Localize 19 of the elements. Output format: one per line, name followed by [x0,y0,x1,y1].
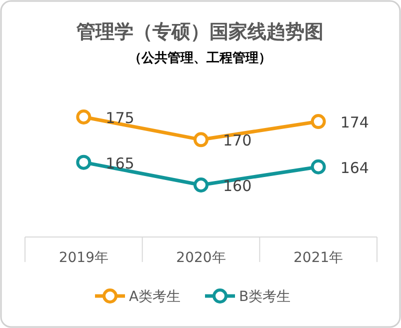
data-label: 160 [223,177,252,195]
point [76,110,92,124]
point [310,114,326,130]
legend-label: A类考生 [129,289,181,305]
x-tick-label: 2020年 [176,250,226,266]
chart-title: 管理学（专硕）国家线趋势图 [76,21,324,43]
data-label: 164 [340,158,369,177]
data-label: 170 [223,132,252,150]
point [194,178,208,192]
legend-label: B类考生 [239,289,291,305]
data-label: 174 [340,114,369,132]
chart-subtitle: （公共管理、工程管理） [128,51,272,66]
point [310,159,326,174]
data-label: 165 [106,154,134,172]
x-tick-label: 2021年 [294,250,344,266]
x-tick-label: 2019年 [58,250,108,266]
point [194,132,208,148]
point [76,154,92,170]
data-label: 175 [106,109,134,127]
